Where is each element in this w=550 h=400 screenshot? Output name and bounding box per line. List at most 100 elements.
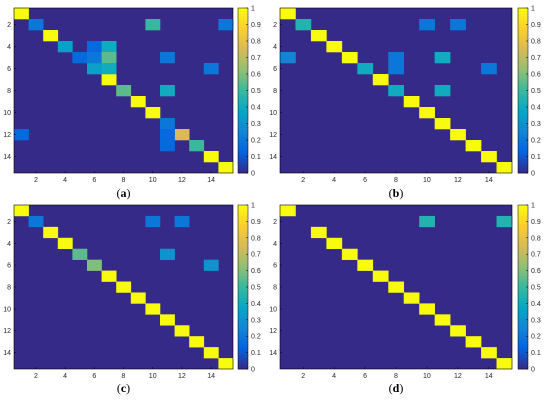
- colorbar-segment: [518, 207, 528, 211]
- heatmap-cell: [280, 8, 296, 20]
- colorbar-segment: [238, 205, 248, 209]
- colorbar-segment: [238, 355, 248, 359]
- colorbar-segment: [238, 314, 248, 318]
- heatmap-cell: [388, 281, 405, 293]
- colorbar-segment: [518, 336, 528, 340]
- colorbar-segment: [518, 74, 528, 78]
- heatmap-cell: [14, 8, 29, 20]
- y-tick-label: 6: [273, 263, 277, 270]
- colorbar-segment: [518, 341, 528, 345]
- colorbar-segment: [238, 19, 248, 23]
- colorbar-segment: [238, 349, 248, 353]
- colorbar-segment: [238, 24, 248, 28]
- x-tick-label: 2: [301, 177, 305, 184]
- heatmap-panel-2: 2 4 6 8 10 12 14246810121400.10.20.30.40.50.60…: [269, 6, 541, 201]
- colorbar-segment: [518, 87, 528, 91]
- colorbar-segment: [518, 251, 528, 255]
- y-tick-label: 4: [273, 241, 277, 248]
- colorbar-segment: [518, 259, 528, 263]
- colorbar-segment: [518, 319, 528, 323]
- colorbar-segment: [238, 76, 248, 80]
- colorbar-segment: [238, 317, 248, 321]
- heatmap-cell: [496, 358, 513, 370]
- colorbar-segment: [518, 115, 528, 119]
- colorbar-segment: [518, 254, 528, 258]
- colorbar-segment: [518, 167, 528, 171]
- colorbar: 0 0.1 0.2 0.3 0.4 0.5 0.6 0.7 0.8 0.9 1: [237, 203, 261, 374]
- colorbar-tick-label: 0.5: [251, 88, 261, 95]
- colorbar-segment: [518, 68, 528, 72]
- y-tick-label: 10: [269, 306, 277, 313]
- colorbar-tick-label: 0: [251, 171, 255, 178]
- x-tick-label: 6: [92, 177, 96, 184]
- heatmap-cell: [403, 96, 420, 108]
- colorbar-segment: [238, 333, 248, 337]
- colorbar-tick-label: 0.7: [251, 252, 261, 259]
- x-tick-label: 10: [423, 373, 431, 380]
- panel-caption: (c): [117, 381, 130, 395]
- x-tick-label: 4: [63, 373, 67, 380]
- heatmap-cell: [481, 63, 497, 75]
- panel-caption: (b): [389, 186, 404, 200]
- colorbar-segment: [518, 333, 528, 337]
- colorbar-segment: [238, 71, 248, 75]
- colorbar-segment: [518, 52, 528, 56]
- heatmap-cell: [101, 74, 117, 86]
- x-tick-label: 4: [332, 177, 336, 184]
- colorbar-segment: [238, 170, 248, 174]
- colorbar-segment: [238, 159, 248, 163]
- colorbar-segment: [518, 120, 528, 124]
- colorbar-segment: [518, 118, 528, 122]
- colorbar-segment: [238, 344, 248, 348]
- heatmap-cell: [130, 292, 146, 304]
- colorbar-segment: [518, 162, 528, 166]
- colorbar-segment: [518, 221, 528, 225]
- colorbar-segment: [238, 325, 248, 329]
- colorbar-segment: [518, 35, 528, 39]
- colorbar-segment: [238, 85, 248, 89]
- colorbar-segment: [238, 134, 248, 138]
- heatmap-cell: [160, 85, 175, 97]
- colorbar-segment: [518, 27, 528, 31]
- heatmap-cell: [372, 270, 389, 282]
- heatmap-cell: [218, 19, 234, 31]
- colorbar-tick-label: 0.4: [531, 301, 541, 308]
- colorbar-segment: [238, 115, 248, 119]
- heatmap-cell: [189, 140, 205, 152]
- colorbar-segment: [518, 112, 528, 116]
- colorbar-segment: [518, 330, 528, 334]
- x-tick-label: 2: [34, 373, 38, 380]
- heatmap-cell: [465, 336, 482, 348]
- colorbar-tick-label: 0: [251, 367, 255, 374]
- heatmap-cell: [450, 19, 466, 31]
- y-tick-label: 2: [7, 22, 11, 29]
- colorbar-segment: [238, 16, 248, 20]
- colorbar-segment: [238, 137, 248, 141]
- colorbar-tick-label: 0.5: [531, 88, 541, 95]
- heatmap-cell: [326, 41, 343, 53]
- colorbar-segment: [238, 366, 248, 370]
- colorbar-segment: [238, 93, 248, 97]
- x-tick-label: 14: [485, 177, 493, 184]
- colorbar-segment: [238, 240, 248, 244]
- colorbar-segment: [518, 210, 528, 214]
- colorbar-tick-label: 0.9: [531, 219, 541, 226]
- colorbar-tick-label: 0.5: [531, 285, 541, 292]
- heatmap-cell: [160, 140, 175, 152]
- colorbar-segment: [518, 317, 528, 321]
- colorbar-segment: [238, 295, 248, 299]
- colorbar-segment: [238, 131, 248, 135]
- colorbar-tick-label: 0.9: [251, 22, 261, 29]
- colorbar-segment: [238, 13, 248, 17]
- colorbar-tick-label: 0.8: [251, 235, 261, 242]
- heatmap-cell: [14, 129, 29, 141]
- colorbar-segment: [518, 344, 528, 348]
- heatmap-cell: [28, 215, 44, 228]
- colorbar-segment: [238, 153, 248, 157]
- heatmap-cell: [203, 259, 219, 271]
- colorbar-segment: [518, 243, 528, 247]
- colorbar-segment: [518, 226, 528, 230]
- colorbar-segment: [238, 246, 248, 250]
- colorbar-segment: [238, 109, 248, 113]
- colorbar-segment: [238, 248, 248, 252]
